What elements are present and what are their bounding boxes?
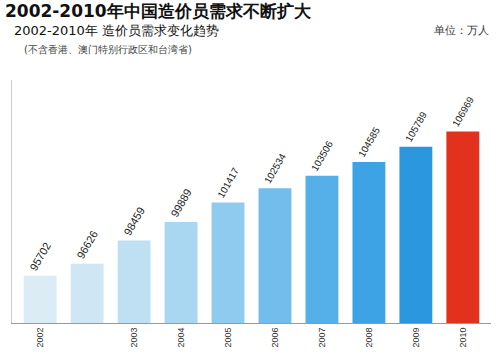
svg-text:2002-2010年 造价员需求变化趋势: 2002-2010年 造价员需求变化趋势 <box>14 23 219 38</box>
svg-text:96626: 96626 <box>74 228 100 260</box>
svg-text:104585: 104585 <box>356 125 382 159</box>
svg-text:2009: 2009 <box>411 328 421 348</box>
svg-text:2004: 2004 <box>176 328 186 348</box>
svg-text:101417: 101417 <box>215 166 241 200</box>
svg-text:99889: 99889 <box>168 187 194 219</box>
svg-text:2010: 2010 <box>458 328 468 348</box>
svg-text:98459: 98459 <box>121 205 147 237</box>
svg-text:105789: 105789 <box>403 110 429 144</box>
svg-text:2008: 2008 <box>364 328 374 348</box>
svg-text:95702: 95702 <box>27 240 53 272</box>
svg-text:103506: 103506 <box>309 139 335 173</box>
svg-text:2006: 2006 <box>270 328 280 348</box>
svg-text:单位：万人: 单位：万人 <box>434 24 489 37</box>
svg-text:106969: 106969 <box>450 95 476 129</box>
svg-text:102534: 102534 <box>262 151 288 185</box>
svg-text:(不含香港、澳门特别行政区和台湾省): (不含香港、澳门特别行政区和台湾省) <box>24 44 192 55</box>
svg-text:2005: 2005 <box>223 328 233 348</box>
svg-text:2007: 2007 <box>317 328 327 348</box>
svg-text:2002: 2002 <box>35 328 45 348</box>
svg-text:2002-2010年中国造价员需求不断扩大: 2002-2010年中国造价员需求不断扩大 <box>5 1 312 21</box>
svg-text:2003: 2003 <box>129 328 139 348</box>
